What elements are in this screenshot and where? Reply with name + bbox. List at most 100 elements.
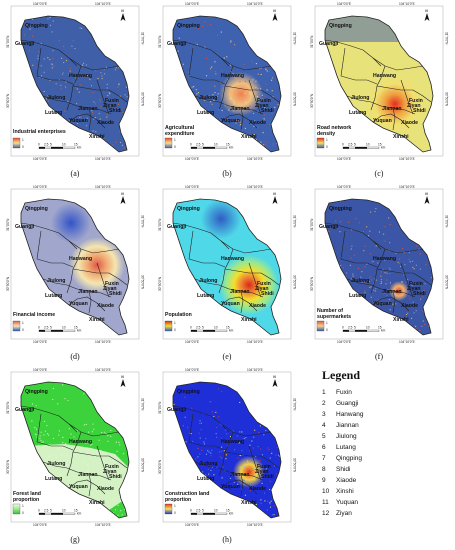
coord-label: 30°50'0"N bbox=[6, 459, 10, 474]
town-labels: Qingping Guangji Hanwang Jiulong Fuxin Jianna… bbox=[15, 206, 122, 323]
town-label: Jiannan bbox=[230, 106, 250, 112]
town-label: Shidi bbox=[413, 291, 426, 297]
scale-tick: 10 bbox=[62, 326, 66, 330]
town-label: Fuxin bbox=[257, 281, 271, 287]
town-label: Yuquan bbox=[69, 118, 88, 124]
legend-item-name: Hanwang bbox=[336, 411, 364, 418]
variable-title: Industrial enterprises bbox=[13, 129, 66, 135]
legend-item: 12 Ziyan bbox=[322, 508, 448, 519]
coord-label: 30°50'0"N bbox=[293, 275, 297, 290]
coord-label: 30°50'0"N bbox=[310, 276, 314, 291]
north-arrow-icon: N bbox=[272, 375, 278, 387]
coord-label: 104°0'0"E bbox=[185, 340, 199, 344]
town-label: Jiulong bbox=[351, 278, 369, 284]
town-label: Ziyan bbox=[103, 286, 117, 292]
coord-label: 104°0'0"E bbox=[337, 340, 351, 344]
legend-item-number: 9 bbox=[322, 477, 326, 484]
scale-tick: 0 bbox=[342, 326, 344, 330]
town-label: Hanwang bbox=[373, 256, 396, 262]
north-label: N bbox=[273, 9, 276, 13]
scale-unit: km bbox=[77, 146, 82, 150]
scale-tick: 10 bbox=[214, 509, 218, 513]
coord-label: 104°0'0"E bbox=[185, 368, 199, 372]
value-legend: 10 bbox=[164, 137, 176, 149]
legend-low-value: 0 bbox=[174, 328, 176, 332]
coord-label: 31°0'0"N bbox=[293, 215, 297, 228]
variable-title-line: proportion bbox=[13, 497, 39, 503]
coord-label: 104°10'0"E bbox=[247, 523, 263, 527]
town-label: Fuxin bbox=[409, 281, 423, 287]
scale-tick: 5 bbox=[50, 509, 52, 513]
coord-label: 30°50'0"N bbox=[445, 92, 449, 107]
scale-tick: 2.5 bbox=[348, 143, 353, 147]
town-label: Jiulong bbox=[199, 278, 217, 284]
town-label: Shidi bbox=[261, 474, 274, 480]
value-legend: 10 bbox=[164, 320, 176, 332]
town-label: Ziyan bbox=[255, 103, 269, 109]
legend-color-ramp bbox=[164, 320, 173, 332]
legend-item: 9 Xiaode bbox=[322, 475, 448, 486]
scale-unit: km bbox=[229, 329, 234, 333]
legend-item-number: 6 bbox=[322, 444, 326, 451]
legend-high-value: 1 bbox=[326, 138, 328, 142]
legend-color-ramp bbox=[12, 320, 21, 332]
coord-label: 104°10'0"E bbox=[399, 185, 415, 189]
legend-high-value: 1 bbox=[326, 321, 328, 325]
north-arrow-icon: N bbox=[424, 9, 430, 21]
north-arrow-icon: N bbox=[272, 192, 278, 204]
coord-label: 31°0'0"N bbox=[6, 401, 10, 414]
coordinate-ticks: 104°0'0"E 104°10'0"E 104°0'0"E 104°10'0"E 31… bbox=[158, 185, 297, 344]
town-label: Ziyan bbox=[407, 103, 421, 109]
legend-item: 1 Fuxin bbox=[322, 387, 448, 398]
scale-tick: 2.5 bbox=[44, 326, 49, 330]
coord-label: 30°50'0"N bbox=[6, 276, 10, 291]
legend-item: 3 Hanwang bbox=[322, 409, 448, 420]
value-legend: 10 bbox=[12, 503, 24, 515]
town-label: Xiaode bbox=[249, 120, 266, 126]
coord-label: 104°0'0"E bbox=[337, 157, 351, 161]
legend-item-name: Ziyan bbox=[336, 510, 352, 517]
north-label: N bbox=[121, 192, 124, 196]
town-label: Shidi bbox=[261, 108, 274, 114]
map-frame bbox=[314, 5, 444, 157]
town-label: Qingping bbox=[177, 206, 200, 212]
town-label: Jiannan bbox=[230, 289, 250, 295]
coord-label: 104°10'0"E bbox=[95, 2, 111, 6]
variable-title-line: Population bbox=[165, 312, 192, 318]
variable-title-line: proportion bbox=[165, 497, 191, 503]
coord-label: 104°0'0"E bbox=[185, 2, 199, 6]
variable-title-line: density bbox=[317, 131, 335, 137]
scale-tick: 15 bbox=[378, 326, 382, 330]
coord-label: 104°10'0"E bbox=[247, 185, 263, 189]
map-svg: Qingping Guangji Hanwang Jiulong Fuxin Jianna… bbox=[6, 185, 145, 344]
legend-item: 6 Lutang bbox=[322, 442, 448, 453]
scale-tick: 5 bbox=[202, 509, 204, 513]
town-label: Fuxin bbox=[105, 464, 119, 470]
town-label: Qingping bbox=[329, 23, 352, 29]
coord-label: 104°0'0"E bbox=[185, 157, 199, 161]
north-label: N bbox=[121, 9, 124, 13]
scale-unit: km bbox=[381, 329, 386, 333]
panel-caption: (a) bbox=[70, 169, 80, 178]
coord-label: 30°50'0"N bbox=[158, 276, 162, 291]
legend-item-name: Jiannan bbox=[336, 422, 359, 429]
town-label: Fuxin bbox=[105, 281, 119, 287]
coord-label: 31°0'0"N bbox=[6, 218, 10, 231]
scale-tick: 5 bbox=[202, 326, 204, 330]
legend-item-number: 4 bbox=[322, 422, 326, 429]
town-label: Xinshi bbox=[89, 134, 105, 140]
coord-label: 30°50'0"N bbox=[158, 93, 162, 108]
legend-item-number: 8 bbox=[322, 466, 326, 473]
north-label: N bbox=[121, 375, 124, 379]
coord-label: 30°50'0"N bbox=[141, 275, 145, 290]
coordinate-ticks: 104°0'0"E 104°10'0"E 104°0'0"E 104°10'0"E 31… bbox=[310, 185, 449, 344]
town-labels: Qingping Guangji Hanwang Jiulong Fuxin Jianna… bbox=[15, 389, 122, 506]
coord-label: 30°50'0"N bbox=[310, 93, 314, 108]
town-labels: Qingping Guangji Hanwang Jiulong Fuxin Jianna… bbox=[167, 389, 274, 506]
scale-tick: 5 bbox=[50, 143, 52, 147]
legend-item-name: Qingping bbox=[336, 455, 363, 462]
town-label: Lutang bbox=[45, 110, 62, 116]
